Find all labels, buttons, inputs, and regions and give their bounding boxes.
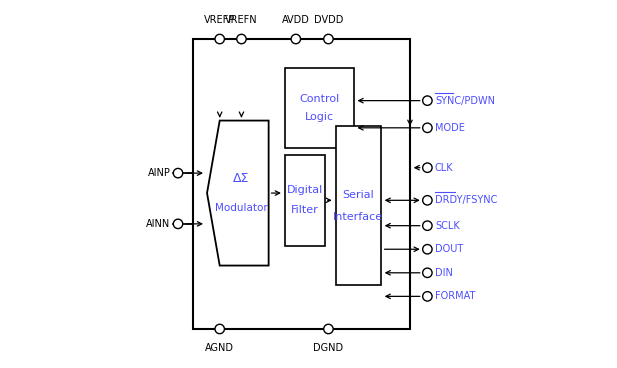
Circle shape	[215, 324, 225, 334]
Text: Modulator: Modulator	[215, 202, 268, 213]
Circle shape	[173, 219, 183, 229]
Text: VREFN: VREFN	[225, 14, 258, 25]
Text: DRDY/FSYNC: DRDY/FSYNC	[435, 195, 497, 205]
Text: AINN: AINN	[146, 219, 170, 229]
Circle shape	[423, 221, 432, 230]
Text: Logic: Logic	[305, 112, 334, 122]
Circle shape	[423, 123, 432, 132]
Text: DGND: DGND	[313, 343, 344, 354]
Text: Filter: Filter	[291, 205, 319, 215]
Text: SCLK: SCLK	[435, 221, 460, 231]
Text: Digital: Digital	[287, 185, 323, 195]
Text: AINP: AINP	[147, 168, 170, 178]
Circle shape	[423, 268, 432, 277]
Text: AVDD: AVDD	[282, 14, 310, 25]
Text: ΔΣ: ΔΣ	[233, 172, 250, 185]
Text: VREFP: VREFP	[204, 14, 235, 25]
Circle shape	[324, 34, 333, 44]
Text: Interface: Interface	[333, 212, 383, 222]
Circle shape	[423, 163, 432, 172]
Bar	[285, 155, 325, 245]
Text: SYNC/PDWN: SYNC/PDWN	[435, 96, 495, 106]
Circle shape	[423, 196, 432, 205]
Polygon shape	[207, 121, 268, 266]
Circle shape	[237, 34, 246, 44]
Circle shape	[324, 324, 333, 334]
Text: AGND: AGND	[205, 343, 234, 354]
Circle shape	[423, 292, 432, 301]
Circle shape	[215, 34, 225, 44]
Text: Control: Control	[299, 94, 339, 104]
Text: MODE: MODE	[435, 123, 465, 133]
Text: Serial: Serial	[342, 190, 375, 200]
Circle shape	[173, 169, 183, 178]
Text: DIN: DIN	[435, 268, 453, 278]
Text: FORMAT: FORMAT	[435, 291, 475, 301]
Circle shape	[423, 244, 432, 254]
Circle shape	[291, 34, 300, 44]
Text: DVDD: DVDD	[314, 14, 343, 25]
Bar	[336, 126, 381, 286]
Text: DOUT: DOUT	[435, 244, 463, 254]
Bar	[193, 39, 410, 329]
Circle shape	[423, 96, 432, 105]
Text: CLK: CLK	[435, 163, 453, 173]
Bar	[285, 68, 354, 148]
